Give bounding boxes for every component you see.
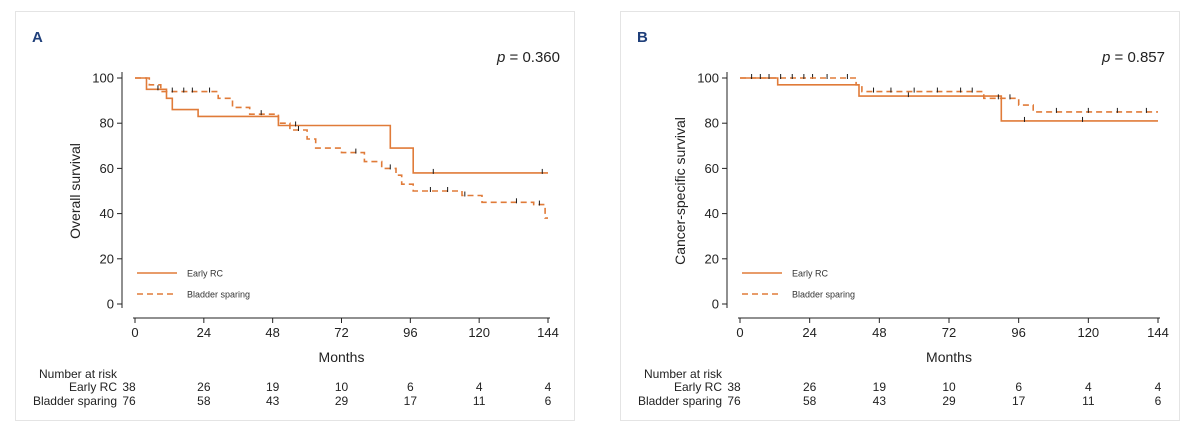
panel-a: A p = 0.360 0 20 40 60 80 100 0 24 48 72 96 120 144 M… <box>15 11 575 421</box>
risk-row-label: Early RC <box>68 380 117 394</box>
y-tick-label: 60 <box>100 161 114 176</box>
x-tick-label: 96 <box>1011 325 1025 340</box>
risk-count: 38 <box>122 380 136 394</box>
legend-label: Bladder sparing <box>792 290 855 300</box>
x-tick-label: 96 <box>403 325 417 340</box>
number-at-risk-table: Number at risk Early RC 38 26 19 10 6 4 4 Bladder… <box>621 367 1181 417</box>
risk-count: 6 <box>544 394 552 408</box>
panel-letter: A <box>32 29 43 46</box>
early-rc-curve <box>135 77 548 174</box>
risk-row-label: Bladder sparing <box>32 394 117 408</box>
y-tick-label: 0 <box>712 297 719 312</box>
x-axis-title: Months <box>319 349 365 365</box>
y-tick-label: 80 <box>100 116 114 131</box>
risk-count: 4 <box>544 380 552 394</box>
x-tick-label: 0 <box>736 325 743 340</box>
x-tick-label: 144 <box>1147 325 1169 340</box>
x-tick-label: 48 <box>872 325 886 340</box>
risk-count: 17 <box>1011 394 1026 408</box>
bladder-sparing-curve <box>740 77 1158 113</box>
p-value-number: = 0.857 <box>1114 49 1165 66</box>
panel-letter: B <box>637 29 648 46</box>
y-tick-label: 20 <box>100 251 114 266</box>
risk-count: 4 <box>475 380 483 394</box>
y-tick-label: 0 <box>107 297 114 312</box>
risk-count: 10 <box>942 380 956 394</box>
risk-count: 4 <box>1154 380 1162 394</box>
risk-count: 29 <box>942 394 956 408</box>
bladder-sparing-curve <box>135 77 548 219</box>
risk-table-title: Number at risk <box>39 367 118 381</box>
risk-count: 76 <box>122 394 136 408</box>
y-tick-label: 100 <box>697 71 719 86</box>
x-tick-label: 24 <box>197 325 211 340</box>
number-at-risk-table: Number at risk Early RC 38 26 19 10 6 4 4 Bladder… <box>16 367 576 417</box>
legend-label: Early RC <box>187 269 224 279</box>
x-tick-label: 72 <box>942 325 956 340</box>
risk-count: 76 <box>727 394 741 408</box>
risk-count: 43 <box>872 394 886 408</box>
x-tick-label: 120 <box>468 325 490 340</box>
risk-table-title: Number at risk <box>644 367 723 381</box>
risk-count: 6 <box>1154 394 1162 408</box>
p-symbol: p <box>497 49 506 66</box>
km-chart-overall-survival: 0 20 40 60 80 100 0 24 48 72 96 120 144 Months Overall… <box>67 71 559 366</box>
p-value: p = 0.360 <box>497 49 560 66</box>
risk-count: 6 <box>406 380 414 394</box>
risk-count: 29 <box>334 394 349 408</box>
risk-count: 58 <box>197 394 211 408</box>
y-tick-label: 60 <box>705 161 719 176</box>
y-axis-title: Cancer-specific survival <box>672 117 688 265</box>
x-tick-label: 24 <box>802 325 816 340</box>
risk-count: 26 <box>802 380 817 394</box>
p-symbol: p <box>1102 49 1111 66</box>
legend-label: Early RC <box>792 269 829 279</box>
risk-row-label: Bladder sparing <box>637 394 722 408</box>
risk-row-label: Early RC <box>673 380 722 394</box>
x-tick-label: 0 <box>131 325 138 340</box>
x-tick-label: 120 <box>1077 325 1099 340</box>
y-tick-label: 40 <box>100 206 114 221</box>
x-tick-label: 72 <box>334 325 348 340</box>
risk-count: 19 <box>872 380 886 394</box>
risk-count: 10 <box>334 380 349 394</box>
risk-count: 4 <box>1084 380 1092 394</box>
risk-count: 26 <box>197 380 211 394</box>
risk-count: 11 <box>1082 394 1095 408</box>
risk-count: 19 <box>265 380 280 394</box>
y-axis-title: Overall survival <box>67 143 83 239</box>
early-rc-curve <box>740 77 1158 122</box>
risk-count: 11 <box>472 394 486 408</box>
panel-b: B p = 0.857 0 20 40 60 80 100 0 24 48 72 96 120 144 M… <box>620 11 1180 421</box>
x-tick-label: 48 <box>265 325 279 340</box>
risk-count: 6 <box>1015 380 1022 394</box>
y-tick-label: 80 <box>705 116 719 131</box>
y-tick-label: 40 <box>705 206 719 221</box>
legend-label: Bladder sparing <box>187 290 250 300</box>
risk-count: 58 <box>802 394 817 408</box>
risk-count: 38 <box>727 380 741 394</box>
risk-count: 17 <box>403 394 417 408</box>
p-value-number: = 0.360 <box>509 49 560 66</box>
x-axis-title: Months <box>926 349 972 365</box>
y-tick-label: 20 <box>705 251 719 266</box>
y-tick-label: 100 <box>92 71 114 86</box>
risk-count: 43 <box>265 394 280 408</box>
km-chart-cancer-specific-survival: 0 20 40 60 80 100 0 24 48 72 96 120 144 Months Cancer-… <box>672 71 1169 366</box>
p-value: p = 0.857 <box>1102 49 1165 66</box>
x-tick-label: 144 <box>537 325 559 340</box>
